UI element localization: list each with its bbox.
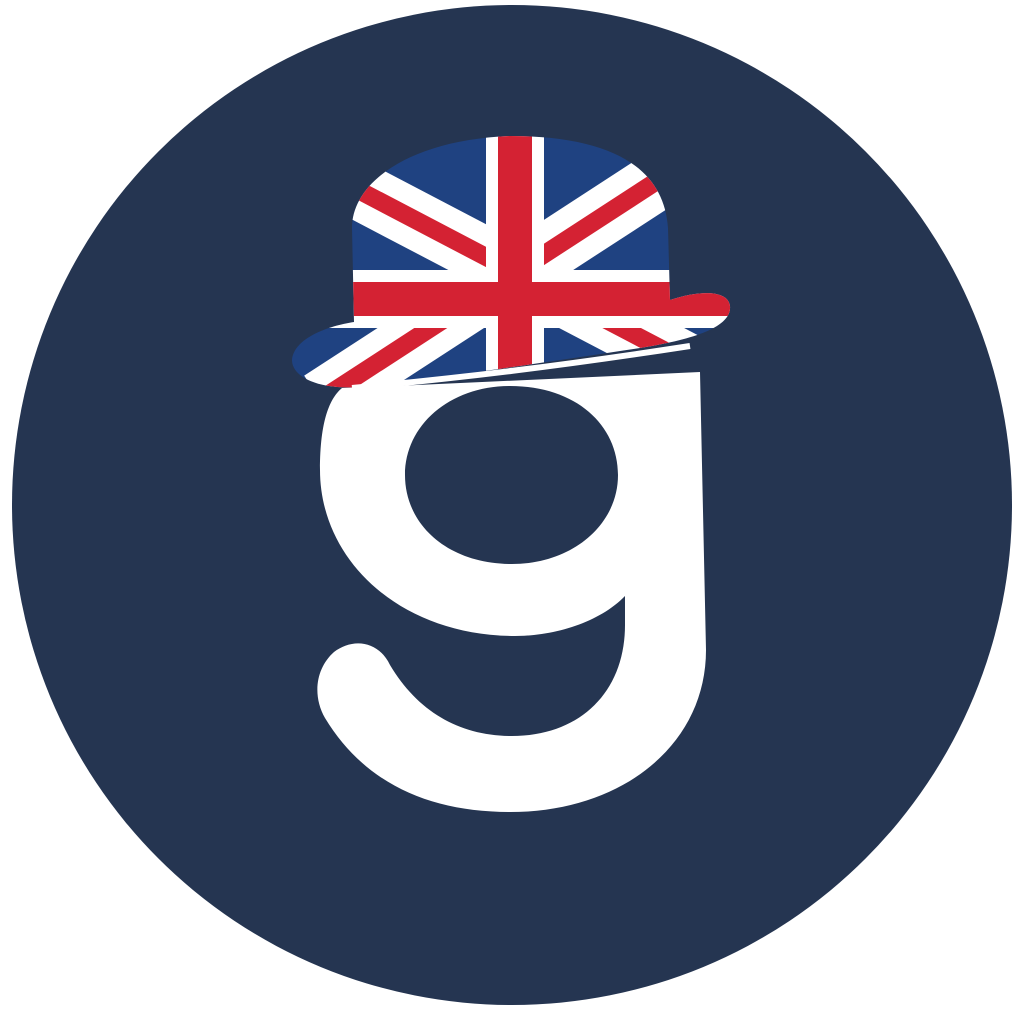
letter-g-icon [317, 372, 706, 812]
hat-brim-edge [351, 343, 691, 391]
logo-circle [12, 5, 1012, 1005]
